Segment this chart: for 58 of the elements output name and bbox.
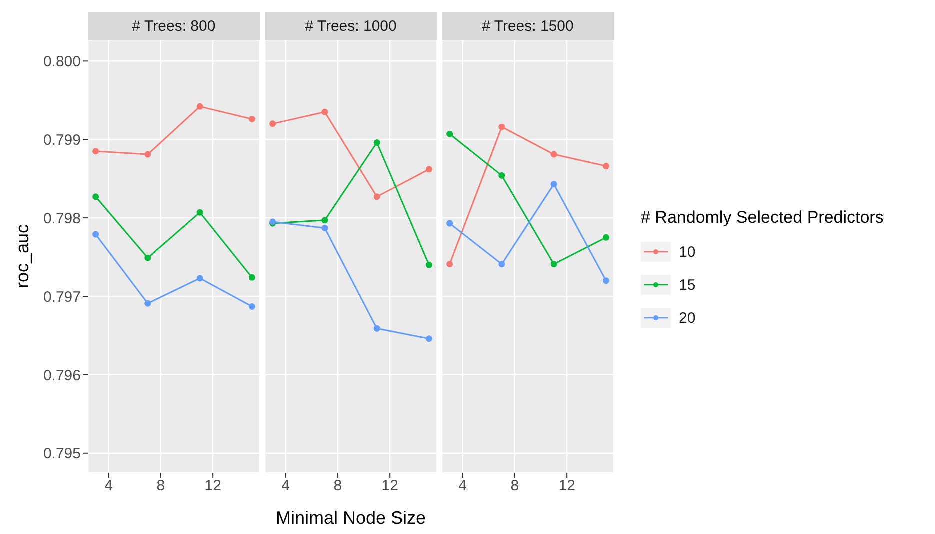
point	[446, 220, 454, 227]
y-tick-label: 0.797	[43, 288, 81, 306]
point	[144, 300, 152, 307]
point	[550, 181, 558, 188]
x-tick-label: 4	[104, 478, 114, 495]
y-tick-label: 0.799	[43, 132, 81, 149]
point	[196, 103, 204, 110]
x-tick-label: 12	[382, 478, 398, 495]
x-tick-label: 4	[282, 478, 290, 495]
x-axis-title: Minimal Node Size	[276, 508, 426, 528]
x-tick-label: 12	[558, 478, 576, 495]
point	[550, 151, 558, 158]
point	[248, 274, 256, 281]
point	[498, 172, 506, 179]
point	[374, 140, 380, 146]
point	[248, 303, 256, 310]
point	[322, 217, 328, 224]
point	[498, 261, 506, 268]
y-tick-label: 0.796	[43, 367, 81, 384]
point	[498, 124, 506, 130]
point	[374, 194, 380, 200]
y-tick-label: 0.795	[43, 446, 81, 463]
point	[322, 108, 328, 116]
point	[426, 262, 432, 268]
point	[144, 151, 152, 158]
point	[426, 166, 432, 173]
point	[322, 225, 328, 232]
chart-title: # Trees: 1000	[265, 12, 437, 40]
x-tick-label: 8	[334, 478, 342, 495]
y-axis-title: roc_auc	[12, 224, 32, 289]
point	[602, 163, 610, 170]
chart-title: # Trees: 800	[88, 12, 260, 40]
x-tick-label: 8	[510, 478, 520, 495]
legend-label: 10	[679, 244, 696, 260]
legend-title: # Randomly Selected Predictors	[641, 208, 884, 228]
point	[270, 120, 276, 128]
chart-title: # Trees: 1500	[442, 12, 614, 40]
point	[144, 254, 152, 262]
x-tick-label: 8	[156, 478, 166, 495]
point	[248, 116, 256, 122]
point	[602, 234, 610, 241]
point	[196, 209, 204, 216]
point	[550, 261, 558, 268]
legend-label: 20	[679, 310, 696, 326]
point	[426, 336, 432, 342]
point	[92, 148, 100, 155]
point	[602, 278, 610, 284]
point	[446, 261, 454, 268]
x-tick-label: 4	[458, 478, 468, 495]
legend-label: 15	[679, 276, 696, 294]
point	[374, 325, 380, 332]
point	[92, 231, 100, 238]
y-tick-label: 0.798	[43, 210, 81, 228]
x-tick-label: 12	[204, 478, 222, 495]
point	[92, 194, 100, 200]
point	[446, 130, 454, 138]
point	[196, 275, 204, 282]
y-tick-label: 0.800	[43, 54, 81, 71]
